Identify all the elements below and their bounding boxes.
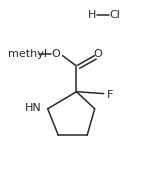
Text: F: F (107, 90, 113, 100)
Text: methyl: methyl (8, 49, 47, 59)
Text: Cl: Cl (110, 10, 121, 20)
Text: HN: HN (25, 103, 42, 113)
Text: O: O (52, 49, 60, 59)
Text: H: H (88, 10, 96, 20)
Text: O: O (93, 49, 102, 59)
